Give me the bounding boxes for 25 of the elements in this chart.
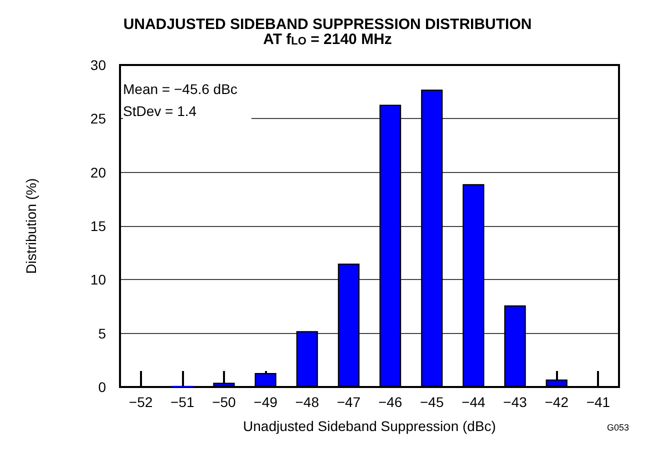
y-tick-label: 0: [98, 379, 106, 395]
bar: [254, 373, 276, 387]
x-tick-label: −48: [295, 394, 320, 410]
y-tick-label: 20: [90, 164, 106, 180]
chart-title: UNADJUSTED SIDEBAND SUPPRESSION DISTRIBUTION AT fLO = 2140 MHz: [123, 16, 532, 48]
x-tick-label: −51: [170, 394, 194, 410]
x-tick-label: −44: [462, 394, 486, 410]
y-tick-label: 10: [90, 272, 106, 288]
x-axis-title: Unadjusted Sideband Suppression (dBc): [243, 418, 496, 434]
x-tick-label: −41: [586, 394, 610, 410]
x-tick-label: −45: [420, 394, 444, 410]
x-tick-label: −50: [212, 394, 236, 410]
y-tick-label: 30: [90, 57, 106, 73]
y-tick-label: 25: [90, 110, 106, 127]
x-tick-label: −52: [128, 394, 153, 410]
x-tick-label: −49: [254, 394, 278, 410]
text: G053: [606, 422, 630, 432]
annotation: Mean = −45.6 dBc StDev = 1.4: [123, 81, 238, 119]
y-tick-label: 5: [98, 325, 106, 342]
x-tick-label: −42: [544, 394, 569, 410]
x-tick-label: −46: [378, 394, 402, 410]
y-tick-label: 15: [90, 218, 106, 234]
x-tick-label: −47: [336, 394, 361, 410]
y-axis-title: Distribution (%): [23, 178, 39, 274]
x-tick-label: −43: [503, 394, 528, 410]
